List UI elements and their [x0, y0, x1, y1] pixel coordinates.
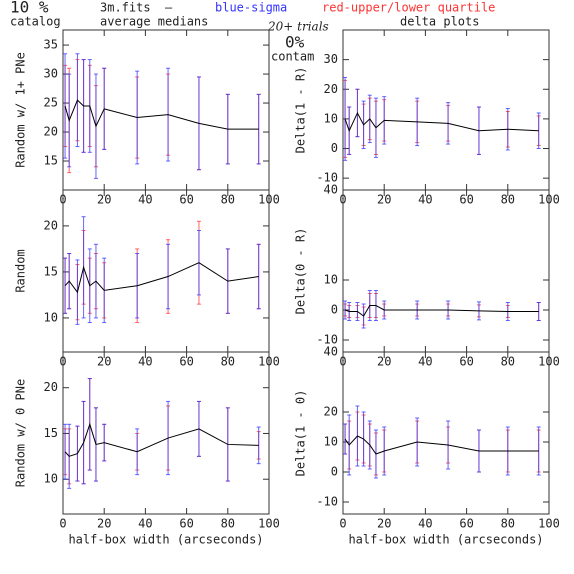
x-tick-label: 60: [459, 517, 473, 531]
y-tick-label: 40: [324, 183, 338, 197]
x-tick-label: 80: [221, 355, 235, 369]
x-tick-label: 0: [339, 517, 346, 531]
y-tick-label: 35: [44, 38, 58, 52]
x-tick-label: 100: [538, 517, 560, 531]
header-text: delta plots: [400, 15, 479, 29]
header-text: blue-sigma: [215, 1, 287, 15]
x-tick-label: 20: [377, 355, 391, 369]
y-tick-label: -10: [316, 333, 338, 347]
sigma-bar: [63, 423, 68, 480]
y-tick-label: 10: [324, 111, 338, 125]
plot-frame: [342, 351, 550, 515]
median-line: [344, 111, 539, 133]
x-tick-label: 60: [179, 193, 193, 207]
plot-frame: [342, 29, 550, 191]
sigma-bar: [63, 53, 68, 159]
y-tick-label: 15: [44, 426, 58, 440]
y-tick-label: 40: [324, 345, 338, 359]
x-tick-label: 60: [179, 517, 193, 531]
x-tick-label: 20: [97, 193, 111, 207]
y-tick-label: 20: [324, 82, 338, 96]
header-text: 10 %: [10, 0, 49, 17]
x-tick-label: 80: [501, 355, 515, 369]
x-axis-label: half-box width (arcseconds): [68, 533, 263, 547]
header-text: 20+ trials: [267, 20, 329, 34]
y-tick-label: 30: [44, 67, 58, 81]
header-text: average medians: [100, 15, 208, 29]
x-axis-label: half-box width (arcseconds): [348, 533, 543, 547]
header-text: catalog: [10, 15, 61, 29]
y-tick-label: 30: [324, 52, 338, 66]
header-text: contam: [271, 50, 314, 64]
header-text: red-upper/lower quartile: [322, 1, 495, 15]
median-line: [64, 422, 259, 457]
y-tick-label: 25: [44, 96, 58, 110]
y-axis-label: Delta(1 - 0): [294, 390, 308, 477]
x-tick-label: 100: [258, 517, 280, 531]
y-tick-label: 15: [44, 264, 58, 278]
x-tick-label: 20: [97, 517, 111, 531]
x-tick-label: 40: [418, 355, 432, 369]
x-tick-label: 20: [377, 517, 391, 531]
y-axis-label: Random w/ 0 PNe: [14, 379, 28, 487]
x-tick-label: 40: [138, 193, 152, 207]
sigma-bar: [63, 257, 68, 314]
y-axis-label: Random: [14, 249, 28, 292]
x-tick-label: 80: [501, 193, 515, 207]
y-tick-label: 0: [331, 303, 338, 317]
y-tick-label: 15: [44, 154, 58, 168]
y-tick-label: -10: [316, 171, 338, 185]
plot-frame: [342, 189, 550, 353]
x-tick-label: 40: [138, 355, 152, 369]
y-tick-label: -10: [316, 495, 338, 509]
header-text: 0%: [285, 33, 305, 52]
y-tick-label: 10: [44, 472, 58, 486]
y-tick-label: 20: [324, 405, 338, 419]
x-tick-label: 20: [377, 193, 391, 207]
x-tick-label: 60: [179, 355, 193, 369]
y-axis-label: Random w/ 1+ PNe: [14, 52, 28, 168]
x-tick-label: 80: [221, 193, 235, 207]
x-tick-label: 0: [59, 517, 66, 531]
x-tick-label: 60: [459, 193, 473, 207]
x-tick-label: 40: [418, 517, 432, 531]
y-axis-label: Delta(0 - R): [294, 228, 308, 315]
plot-frame: [62, 189, 270, 353]
y-tick-label: 20: [44, 380, 58, 394]
y-tick-label: 10: [324, 435, 338, 449]
y-tick-label: 10: [324, 273, 338, 287]
header-text: –: [165, 1, 173, 15]
x-tick-label: 80: [221, 517, 235, 531]
plot-frame: [62, 29, 270, 191]
y-tick-label: 20: [44, 218, 58, 232]
x-tick-label: 40: [418, 193, 432, 207]
plot-frame: [62, 351, 270, 515]
median-line: [344, 305, 539, 317]
y-tick-label: 10: [44, 310, 58, 324]
header-text: 3m.fits: [100, 1, 151, 15]
y-tick-label: 20: [44, 125, 58, 139]
x-tick-label: 60: [459, 355, 473, 369]
median-line: [64, 99, 259, 130]
y-tick-label: 0: [331, 141, 338, 155]
y-axis-label: Delta(1 - R): [294, 67, 308, 154]
median-line: [344, 435, 539, 455]
median-line: [64, 262, 259, 294]
x-tick-label: 20: [97, 355, 111, 369]
y-tick-label: 0: [331, 465, 338, 479]
x-tick-label: 80: [501, 517, 515, 531]
x-tick-label: 40: [138, 517, 152, 531]
